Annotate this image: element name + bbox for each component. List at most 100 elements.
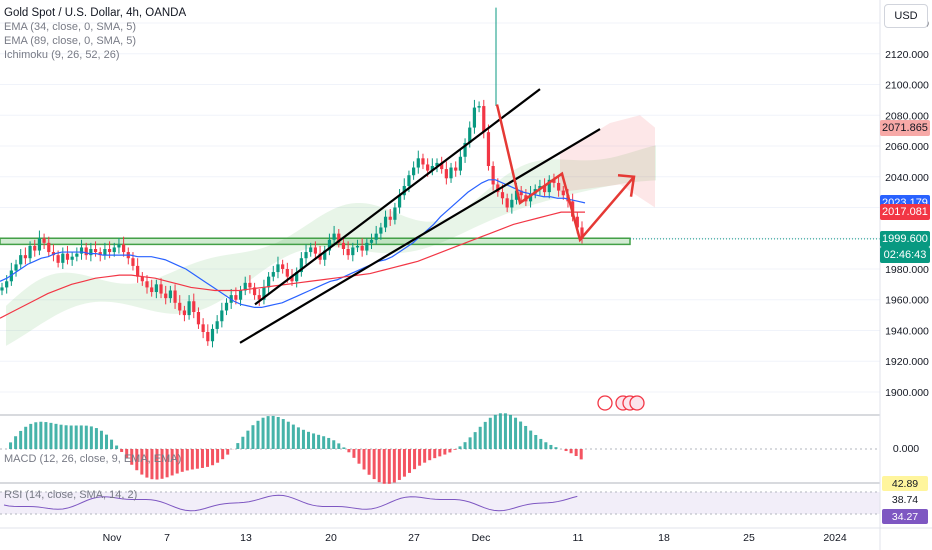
- candle-body: [505, 198, 509, 208]
- macd-bar: [266, 416, 270, 449]
- candle-body: [267, 276, 271, 288]
- candle-body: [435, 162, 439, 166]
- candle-body: [93, 249, 98, 253]
- candle-body: [224, 302, 229, 311]
- candle-body: [0, 287, 4, 291]
- economic-events[interactable]: [597, 395, 645, 411]
- macd-bar: [64, 425, 68, 449]
- candle-body: [514, 190, 519, 200]
- macd-bar: [216, 449, 220, 463]
- candle-countdown: 02:46:43: [880, 246, 930, 263]
- x-tick-label: 25: [743, 532, 755, 544]
- macd-bar: [498, 413, 502, 449]
- candle-body: [440, 162, 444, 170]
- us-flag-icon: [629, 395, 645, 411]
- y-tick-label: 2100.000: [885, 80, 929, 92]
- arrow-head: [617, 173, 636, 197]
- candle-body: [444, 169, 448, 179]
- macd-bar: [493, 414, 497, 449]
- candle-body: [528, 193, 533, 202]
- macd-bar: [34, 422, 38, 449]
- indicator-ichimoku[interactable]: Ichimoku (9, 26, 52, 26): [4, 49, 120, 61]
- candle-body: [215, 321, 219, 329]
- candle-body: [140, 276, 144, 282]
- candle-body: [580, 227, 584, 239]
- candle-body: [327, 239, 332, 251]
- x-tick-label: Dec: [472, 532, 491, 544]
- macd-bar: [120, 449, 124, 452]
- y-tick-label: 1960.000: [885, 295, 929, 307]
- macd-bar: [94, 428, 98, 449]
- macd-bar: [342, 447, 346, 449]
- candle-body: [393, 207, 397, 220]
- macd-bar: [89, 426, 93, 449]
- macd-bar: [337, 443, 341, 449]
- trend-channel[interactable]: [239, 88, 601, 344]
- candle-body: [192, 301, 196, 313]
- candle-body: [341, 242, 346, 249]
- candle-body: [75, 253, 79, 257]
- symbol-title[interactable]: Gold Spot / U.S. Dollar, 4h, OANDA: [4, 7, 187, 19]
- macd-legend[interactable]: MACD (12, 26, close, 9, EMA, EMA): [4, 453, 182, 465]
- candle-body: [458, 156, 462, 171]
- candle-body: [243, 282, 247, 291]
- candle-body: [454, 167, 458, 171]
- macd-bar: [534, 434, 538, 449]
- macd-bar: [135, 449, 139, 471]
- x-tick-label: 20: [325, 532, 337, 544]
- candle-body: [168, 290, 172, 299]
- macd-bar: [357, 449, 361, 464]
- channel-upper: [254, 88, 541, 306]
- x-tick-label: 18: [658, 532, 670, 544]
- macd-bar: [352, 449, 356, 458]
- candle-body: [14, 264, 18, 271]
- candle-body: [477, 106, 481, 108]
- candle-body: [397, 195, 402, 208]
- candle-body: [468, 127, 472, 143]
- indicator-ema34[interactable]: EMA (34, close, 0, SMA, 5): [4, 21, 137, 33]
- price-tag[interactable]: 1999.600: [880, 230, 930, 247]
- candle-body: [323, 250, 327, 260]
- x-tick-label: 7: [164, 532, 170, 544]
- indicator-ema89[interactable]: EMA (89, close, 0, SMA, 5): [4, 35, 137, 47]
- price-tag[interactable]: 2071.865: [880, 119, 930, 136]
- candle-body: [19, 255, 23, 265]
- candle-body: [178, 302, 182, 311]
- macd-bar: [125, 449, 129, 459]
- candle-body: [285, 268, 289, 277]
- candle-body: [304, 252, 308, 259]
- macd-bar: [377, 449, 381, 483]
- macd-bar: [145, 449, 149, 478]
- price-axis[interactable]: 1900.000 1920.000 1940.000 1960.000 1980.000…: [879, 0, 929, 550]
- candle-body: [318, 253, 322, 260]
- macd-zero-label: 0.000: [893, 443, 919, 455]
- rsi-value-tag: [882, 492, 928, 507]
- macd-bar: [39, 421, 43, 449]
- rsi-legend[interactable]: RSI (14, close, SMA, 14, 2): [4, 489, 138, 501]
- candle-body: [337, 233, 341, 243]
- candle-body: [299, 258, 303, 273]
- macd-bar: [301, 429, 305, 449]
- macd-bar: [529, 430, 533, 449]
- support-zone: [0, 237, 880, 246]
- macd-bar: [296, 427, 300, 449]
- macd-bar: [29, 423, 33, 449]
- ema34-line: [0, 179, 586, 309]
- macd-bar: [327, 437, 331, 449]
- time-axis[interactable]: Nov 7 13 20 27 Dec 11 18 25 2024: [0, 527, 932, 544]
- candle-body: [136, 265, 140, 277]
- macd-bar: [99, 430, 103, 449]
- candle-body: [472, 107, 477, 128]
- macd-bar: [241, 436, 245, 449]
- candle-body: [486, 132, 491, 166]
- macd-bar: [312, 433, 316, 449]
- lightning-icon: [597, 395, 613, 411]
- candle-body: [355, 245, 360, 248]
- candle-body: [182, 310, 187, 316]
- ema-lines: [0, 179, 586, 319]
- price-tag[interactable]: 2017.081: [880, 203, 930, 220]
- currency-button[interactable]: USD: [884, 4, 928, 28]
- projection-arrow[interactable]: [495, 104, 636, 243]
